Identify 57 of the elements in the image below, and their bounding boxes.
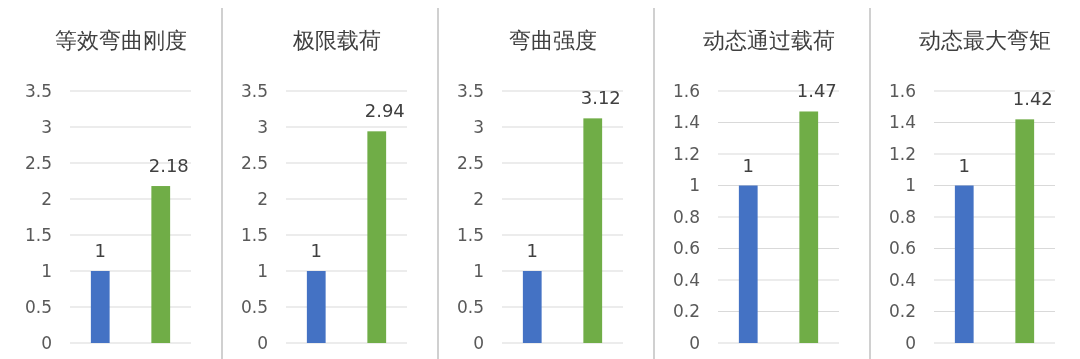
y-tick-label: 0	[905, 332, 916, 353]
y-tick-label: 0.5	[456, 296, 484, 317]
y-tick-label: 1.5	[240, 224, 268, 245]
y-tick-label: 3	[257, 116, 268, 137]
y-tick-label: 0.8	[672, 206, 700, 227]
y-tick-label: 3.5	[24, 80, 52, 101]
y-tick-label: 0.5	[240, 296, 268, 317]
data-label: 1.47	[796, 80, 837, 102]
chart-title: 动态通过载荷	[702, 28, 835, 53]
y-tick-label: 0.6	[888, 238, 916, 259]
y-tick-label: 2	[473, 188, 484, 209]
data-label: 1.42	[1012, 88, 1053, 110]
data-label: 1	[958, 154, 970, 176]
y-tick-label: 1.5	[24, 224, 52, 245]
y-tick-label: 0.2	[672, 301, 700, 322]
y-tick-label: 2	[257, 188, 268, 209]
data-label: 1	[310, 240, 322, 261]
y-tick-label: 0.5	[24, 296, 52, 317]
y-tick-label: 0.4	[888, 269, 916, 290]
y-tick-label: 0.8	[888, 206, 916, 227]
y-tick-label: 2.5	[456, 152, 484, 173]
y-tick-label: 1.5	[456, 224, 484, 245]
y-tick-label: 1.6	[888, 80, 916, 101]
y-tick-label: 1.6	[672, 80, 700, 101]
y-tick-label: 1	[41, 260, 52, 281]
chart-title: 动态最大弯矩	[918, 28, 1051, 53]
y-tick-label: 1	[473, 260, 484, 281]
chart-title: 弯曲强度	[508, 28, 597, 53]
data-label: 2.94	[364, 100, 405, 122]
y-tick-label: 2	[41, 188, 52, 209]
chart-title: 极限载荷	[291, 28, 381, 53]
chart-title: 等效弯曲刚度	[54, 28, 187, 53]
y-tick-label: 3.5	[456, 80, 484, 101]
y-tick-label: 1	[905, 175, 916, 196]
y-tick-label: 0.6	[672, 238, 700, 259]
y-tick-label: 2.5	[24, 152, 52, 173]
y-tick-label: 0.4	[672, 269, 700, 290]
y-tick-label: 0.2	[888, 301, 916, 322]
y-tick-label: 0	[473, 332, 484, 353]
y-tick-label: 1	[689, 175, 700, 196]
y-tick-label: 2.5	[240, 152, 268, 173]
data-label: 2.18	[148, 155, 189, 177]
y-tick-label: 1.2	[672, 143, 700, 164]
y-tick-label: 3	[473, 116, 484, 137]
y-tick-label: 1.2	[888, 143, 916, 164]
y-tick-label: 3.5	[240, 80, 268, 101]
y-tick-label: 1.4	[888, 112, 916, 133]
y-tick-label: 1.4	[672, 112, 700, 133]
y-tick-label: 0	[41, 332, 52, 353]
y-tick-label: 1	[257, 260, 268, 281]
data-label: 1	[526, 240, 538, 261]
y-tick-label: 0	[257, 332, 268, 353]
y-tick-label: 0	[689, 332, 700, 353]
data-label: 1	[742, 154, 754, 176]
data-label: 1	[94, 240, 106, 261]
y-tick-label: 3	[41, 116, 52, 137]
data-label: 3.12	[580, 87, 621, 109]
